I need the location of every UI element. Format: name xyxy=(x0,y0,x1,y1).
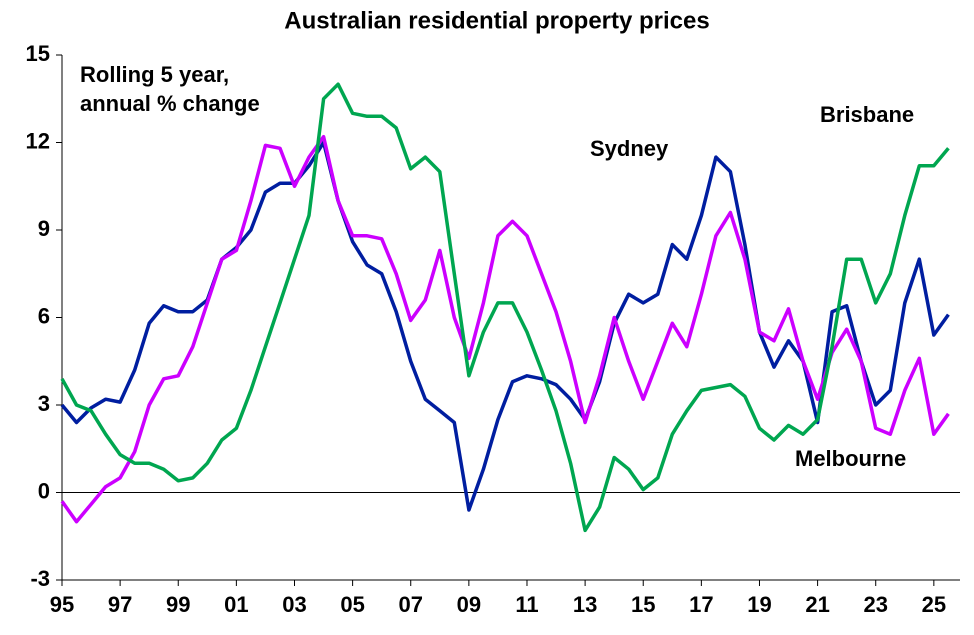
x-tick-label: 03 xyxy=(282,592,306,617)
annotation: Rolling 5 year, xyxy=(80,62,229,87)
x-tick-label: 13 xyxy=(573,592,597,617)
annotation: annual % change xyxy=(80,91,260,116)
series-line xyxy=(60,134,950,524)
y-tick-label: 6 xyxy=(38,303,50,328)
x-tick-label: 95 xyxy=(50,592,74,617)
x-tick-label: 25 xyxy=(922,592,946,617)
x-tick-label: 11 xyxy=(515,592,538,617)
series-label: Melbourne xyxy=(795,446,906,471)
x-tick-label: 07 xyxy=(398,592,422,617)
chart-title: Australian residential property prices xyxy=(284,7,709,34)
y-tick-label: 0 xyxy=(38,478,50,503)
x-tick-label: 99 xyxy=(166,592,190,617)
x-tick-label: 17 xyxy=(689,592,713,617)
x-tick-label: 23 xyxy=(863,592,887,617)
x-tick-label: 21 xyxy=(805,592,829,617)
y-tick-label: 12 xyxy=(26,128,50,153)
y-tick-label: 3 xyxy=(38,391,50,416)
x-tick-label: 97 xyxy=(108,592,132,617)
x-tick-label: 01 xyxy=(224,592,248,617)
y-tick-label: -3 xyxy=(30,566,50,591)
x-tick-label: 09 xyxy=(457,592,481,617)
x-tick-label: 05 xyxy=(340,592,364,617)
series-label: Sydney xyxy=(590,136,669,161)
series-line xyxy=(60,82,950,533)
y-tick-label: 15 xyxy=(26,41,50,66)
x-tick-label: 19 xyxy=(747,592,771,617)
series-label: Brisbane xyxy=(820,102,914,127)
x-tick-label: 15 xyxy=(631,592,655,617)
y-tick-label: 9 xyxy=(38,216,50,241)
